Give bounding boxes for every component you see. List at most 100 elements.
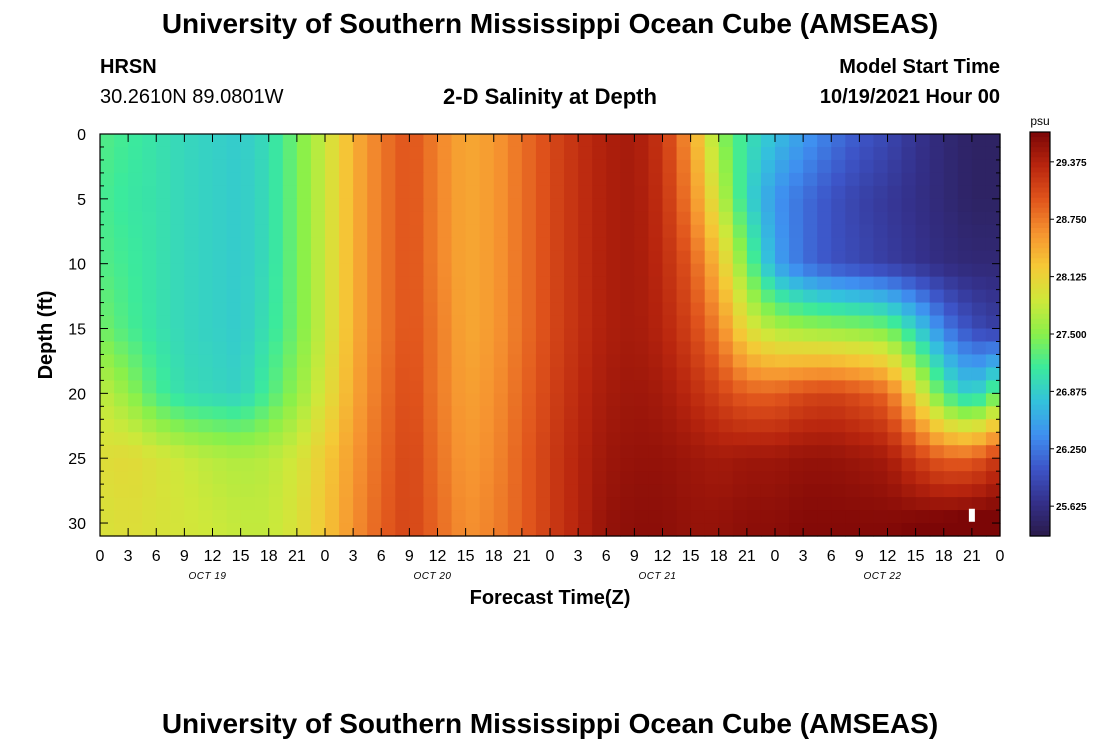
heatmap-cell	[704, 134, 720, 148]
heatmap-cell	[507, 341, 523, 356]
heatmap-cell	[578, 354, 593, 369]
heatmap-cell	[142, 367, 157, 381]
heatmap-cell	[971, 432, 987, 446]
heatmap-cell	[746, 328, 762, 343]
heatmap-cell	[128, 134, 143, 148]
heatmap-cell	[887, 159, 903, 174]
heatmap-cell	[170, 315, 185, 330]
heatmap-cell	[128, 328, 143, 343]
heatmap-cell	[170, 172, 185, 187]
heatmap-cell	[732, 406, 748, 420]
heatmap-cell	[367, 302, 382, 317]
heatmap-cell	[803, 146, 818, 161]
heatmap-cell	[746, 419, 762, 433]
heatmap-cell	[817, 393, 832, 407]
heatmap-cell	[493, 315, 509, 330]
heatmap-cell	[128, 172, 143, 187]
heatmap-cell	[296, 328, 312, 343]
heatmap-cell	[114, 276, 129, 291]
heatmap-cell	[226, 211, 242, 226]
heatmap-cell	[760, 380, 776, 394]
heatmap-cell	[240, 134, 256, 148]
heatmap-cell	[606, 419, 621, 433]
heatmap-cell	[985, 224, 1001, 239]
heatmap-cell	[915, 380, 931, 394]
heatmap-cell	[831, 211, 846, 226]
heatmap-cell	[957, 185, 973, 200]
heatmap-cell	[620, 250, 635, 265]
colorbar-swatch	[1030, 263, 1050, 269]
heatmap-cell	[535, 328, 551, 343]
heatmap-cell	[451, 185, 467, 200]
heatmap-cell	[325, 224, 340, 239]
heatmap-cell	[592, 419, 607, 433]
heatmap-cell	[493, 367, 509, 381]
heatmap-cell	[915, 341, 931, 356]
heatmap-cell	[775, 302, 790, 317]
heatmap-cell	[170, 276, 185, 291]
heatmap-cell	[325, 393, 340, 407]
heatmap-cell	[451, 211, 467, 226]
heatmap-cell	[493, 159, 509, 174]
x-tick-label: 0	[996, 548, 1005, 565]
heatmap-cell	[634, 328, 650, 343]
heatmap-cell	[971, 458, 987, 472]
heatmap-cell	[142, 471, 157, 485]
heatmap-cell	[339, 172, 354, 187]
heatmap-cell	[873, 198, 889, 213]
colorbar-swatch	[1030, 202, 1050, 209]
colorbar: 29.37528.75028.12527.50026.87526.25025.6…	[1029, 131, 1087, 537]
x-tick-label: 21	[738, 548, 756, 565]
heatmap-cell	[803, 134, 818, 148]
x-tick-label: 18	[710, 548, 728, 565]
heatmap-cell	[985, 419, 1001, 433]
heatmap-cell	[170, 263, 185, 278]
heatmap-cell	[606, 185, 621, 200]
heatmap-cell	[465, 263, 481, 278]
heatmap-cell	[296, 523, 312, 537]
heatmap-cell	[268, 289, 284, 304]
heatmap-cell	[409, 380, 425, 394]
heatmap-cell	[226, 315, 242, 330]
heatmap-cell	[957, 393, 973, 407]
heatmap-cell	[859, 393, 875, 407]
heatmap-cell	[465, 406, 481, 420]
heatmap-cell	[114, 510, 129, 524]
heatmap-cell	[943, 302, 959, 317]
heatmap-cell	[142, 432, 157, 446]
heatmap-cell	[803, 367, 818, 381]
heatmap-cell	[564, 146, 579, 161]
heatmap-cell	[690, 224, 706, 239]
heatmap-cell	[465, 341, 481, 356]
heatmap-cell	[775, 237, 790, 252]
heatmap-cell	[732, 185, 748, 200]
colorbar-swatch	[1030, 142, 1050, 148]
heatmap-cell	[578, 198, 593, 213]
heatmap-cell	[493, 302, 509, 317]
heatmap-cell	[367, 406, 382, 420]
heatmap-cell	[535, 432, 551, 446]
heatmap-cell	[451, 367, 467, 381]
heatmap-cell	[156, 367, 171, 381]
heatmap-cell	[339, 289, 354, 304]
heatmap-cell	[690, 419, 706, 433]
heatmap-cell	[859, 484, 875, 498]
heatmap-cell	[971, 134, 987, 148]
heatmap-cell	[423, 380, 439, 394]
heatmap-cell	[226, 328, 242, 343]
heatmap-cell	[100, 146, 115, 161]
heatmap-cell	[887, 341, 903, 356]
heatmap-cell	[353, 159, 368, 174]
x-tick-label: 3	[124, 548, 133, 565]
heatmap-cell	[718, 341, 734, 356]
heatmap-cell	[957, 510, 973, 524]
heatmap-cell	[409, 354, 425, 369]
heatmap-cell	[325, 250, 340, 265]
heatmap-cell	[353, 419, 368, 433]
heatmap-cell	[943, 211, 959, 226]
heatmap-cell	[212, 471, 228, 485]
heatmap-cell	[212, 276, 228, 291]
heatmap-cell	[648, 134, 664, 148]
heatmap-cell	[831, 419, 846, 433]
heatmap-cell	[170, 419, 185, 433]
